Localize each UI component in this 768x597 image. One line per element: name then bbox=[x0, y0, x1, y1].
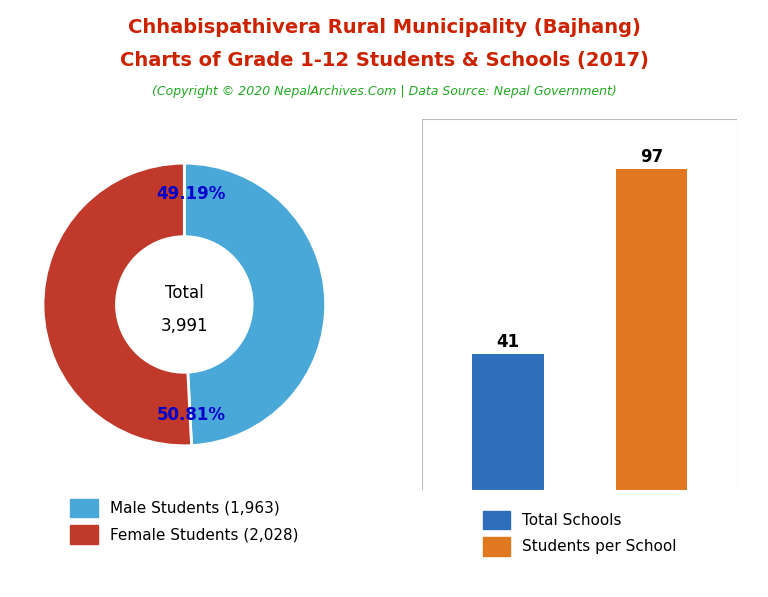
Text: (Copyright © 2020 NepalArchives.Com | Data Source: Nepal Government): (Copyright © 2020 NepalArchives.Com | Da… bbox=[151, 85, 617, 98]
Text: 41: 41 bbox=[497, 333, 520, 351]
Text: 50.81%: 50.81% bbox=[157, 406, 226, 424]
Bar bbox=[472, 354, 544, 490]
Legend: Total Schools, Students per School: Total Schools, Students per School bbox=[475, 503, 684, 564]
Text: 3,991: 3,991 bbox=[161, 316, 208, 335]
Text: Chhabispathivera Rural Municipality (Bajhang): Chhabispathivera Rural Municipality (Baj… bbox=[127, 18, 641, 37]
Text: 49.19%: 49.19% bbox=[157, 185, 226, 203]
Legend: Male Students (1,963), Female Students (2,028): Male Students (1,963), Female Students (… bbox=[62, 491, 306, 551]
Bar bbox=[616, 169, 687, 490]
Wedge shape bbox=[43, 163, 191, 446]
Wedge shape bbox=[184, 163, 326, 445]
Bar bbox=[422, 119, 737, 490]
Text: 97: 97 bbox=[640, 147, 663, 165]
Text: Charts of Grade 1-12 Students & Schools (2017): Charts of Grade 1-12 Students & Schools … bbox=[120, 51, 648, 70]
Text: Total: Total bbox=[165, 284, 204, 302]
